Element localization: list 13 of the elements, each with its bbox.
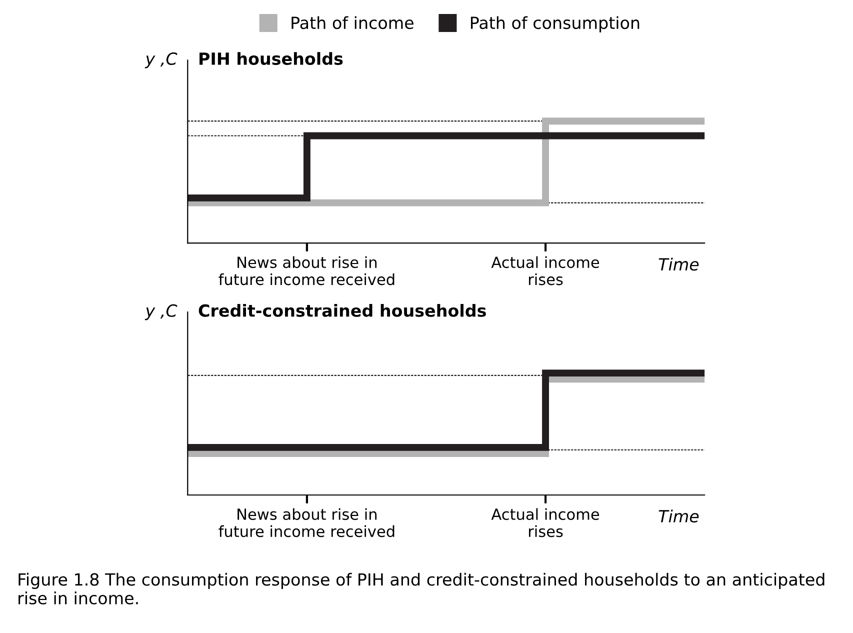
x-tick-label: News about rise in future income received	[218, 256, 394, 286]
y-axis-title: y ,C	[144, 52, 178, 68]
y-axis-title: y ,C	[144, 304, 178, 320]
x-axis-title: Time	[658, 510, 699, 523]
x-tick-label: Actual income rises	[491, 508, 600, 538]
chart-title: Credit-constrained households	[198, 304, 486, 317]
caption: Figure 1.8 The consumption response of PIH and credit-constrained households to an anticipated rise in income.	[18, 572, 824, 604]
x-axis-title: Time	[658, 258, 699, 271]
x-tick-label: Actual income rises	[491, 256, 600, 286]
x-tick-label: News about rise in future income received	[218, 508, 394, 538]
legend-label: Path of consumption	[470, 16, 640, 32]
chart-title: PIH households	[200, 52, 343, 65]
legend-label: Path of income	[292, 16, 414, 30]
